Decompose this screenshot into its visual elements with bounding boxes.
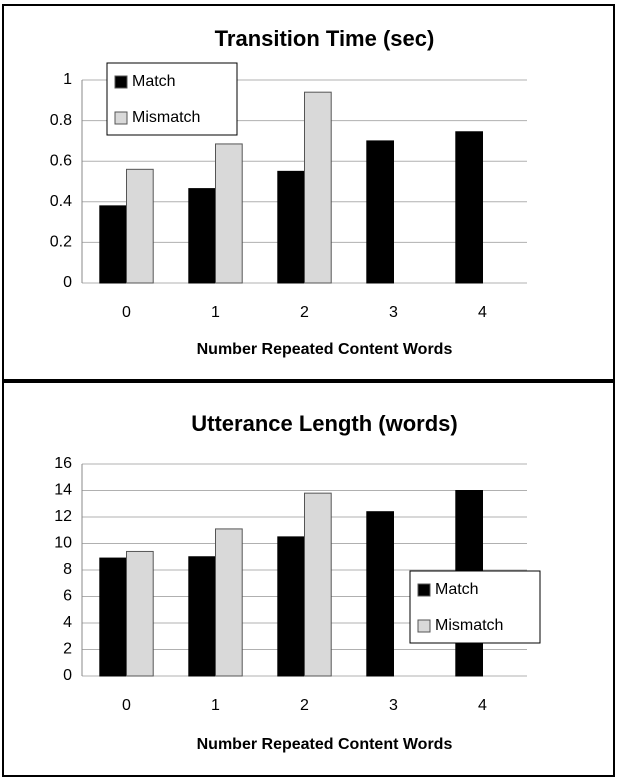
y-tick-label: 14 — [54, 482, 72, 499]
x-tick-label: 2 — [300, 304, 309, 321]
x-axis-title: Number Repeated Content Words — [197, 736, 453, 753]
y-tick-label: 0.4 — [50, 193, 72, 210]
legend-label: Match — [132, 73, 176, 90]
y-tick-label: 0 — [63, 667, 72, 684]
bar — [126, 168, 154, 284]
y-tick-label: 0 — [63, 274, 72, 291]
x-tick-label: 2 — [300, 697, 309, 714]
y-tick-label: 1 — [63, 71, 72, 88]
bar — [277, 536, 305, 677]
y-tick-label: 8 — [63, 561, 72, 578]
y-tick-label: 6 — [63, 588, 72, 605]
y-tick-label: 10 — [54, 535, 72, 552]
y-tick-label: 16 — [54, 455, 72, 472]
bar — [215, 143, 243, 284]
x-axis-title: Number Repeated Content Words — [197, 341, 453, 358]
x-tick-label: 0 — [122, 697, 131, 714]
x-tick-label: 3 — [389, 304, 398, 321]
legend-box — [409, 570, 541, 644]
bar — [455, 131, 483, 284]
chart-title: Utterance Length (words) — [191, 411, 457, 436]
panel-border — [2, 381, 615, 777]
x-tick-label: 4 — [478, 697, 487, 714]
y-tick-label: 4 — [63, 614, 72, 631]
bar — [215, 528, 243, 677]
bar — [366, 140, 394, 284]
bar — [188, 556, 217, 677]
legend-swatch — [114, 111, 128, 125]
x-tick-label: 0 — [122, 304, 131, 321]
bar — [304, 492, 332, 677]
bar — [277, 170, 305, 284]
x-tick-label: 4 — [478, 304, 487, 321]
y-tick-label: 12 — [54, 508, 72, 525]
panel-border — [2, 4, 615, 381]
bar — [99, 557, 128, 677]
x-tick-label: 3 — [389, 697, 398, 714]
legend-swatch — [114, 75, 128, 89]
bar — [99, 205, 128, 284]
chart-title: Transition Time (sec) — [215, 26, 435, 51]
y-tick-label: 0.8 — [50, 112, 72, 129]
legend-label: Match — [435, 581, 479, 598]
bar — [188, 188, 217, 284]
legend-label: Mismatch — [435, 617, 503, 634]
bar — [304, 91, 332, 284]
y-tick-label: 2 — [63, 641, 72, 658]
legend-swatch — [417, 583, 431, 597]
legend-box — [106, 62, 238, 136]
bar — [126, 550, 154, 677]
y-tick-label: 0.6 — [50, 152, 72, 169]
legend-swatch — [417, 619, 431, 633]
x-tick-label: 1 — [211, 304, 220, 321]
x-tick-label: 1 — [211, 697, 220, 714]
legend-label: Mismatch — [132, 109, 200, 126]
y-tick-label: 0.2 — [50, 234, 72, 251]
bar — [366, 511, 394, 677]
